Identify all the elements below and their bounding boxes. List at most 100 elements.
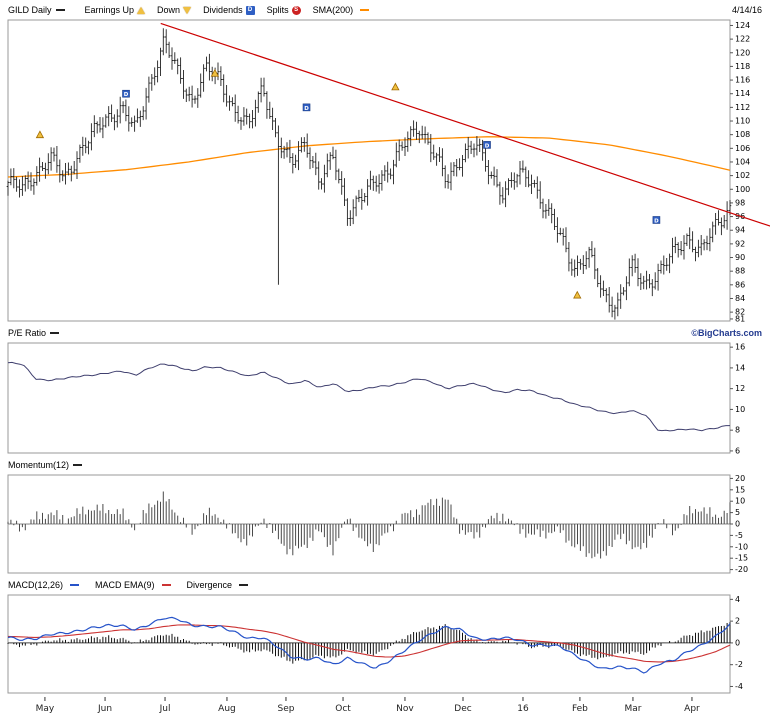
macd-ema-label: MACD EMA(9)	[95, 580, 155, 590]
macd-panel-svg: 4 2 0 -2 -4	[7, 594, 743, 694]
pe-label-row: P/E Ratio ©BigCharts.com	[0, 325, 770, 341]
momentum-bars	[7, 491, 731, 559]
macd-line-icon	[70, 583, 80, 586]
macd-line	[7, 616, 731, 674]
svg-text:118: 118	[735, 62, 750, 71]
dividend-marker-icon	[483, 141, 491, 149]
svg-text:120: 120	[735, 48, 750, 57]
sma-line-icon	[360, 8, 370, 11]
svg-text:0: 0	[735, 520, 740, 529]
x-axis-months: May Jun Jul Aug Sep Oct Nov Dec 16 Feb Mar Apr	[36, 697, 700, 714]
price-plot: 124 122 120 118 116 114 112 110 108 106 104 102 100 9…	[6, 19, 770, 323]
svg-text:8: 8	[735, 426, 740, 435]
svg-text:98: 98	[735, 198, 745, 207]
svg-text:Feb: Feb	[572, 704, 588, 714]
svg-text:Mar: Mar	[624, 704, 641, 714]
svg-text:124: 124	[735, 21, 750, 30]
pe-panel-label: P/E Ratio	[8, 328, 47, 338]
svg-text:D: D	[654, 218, 659, 224]
momentum-panel-label: Momentum(12)	[8, 460, 70, 470]
svg-text:4: 4	[735, 595, 740, 604]
momentum-plot: 20 15 10 5 0 -5 -10 -15 -20	[7, 474, 748, 574]
svg-text:5: 5	[735, 508, 740, 517]
dividend-icon: D	[245, 5, 255, 15]
legend-earnings-up: Earnings Up	[85, 5, 146, 15]
pe-ratio-line	[7, 361, 730, 432]
svg-text:116: 116	[735, 76, 750, 85]
macd-plot: 4 2 0 -2 -4	[7, 594, 743, 694]
svg-text:92: 92	[735, 239, 745, 248]
legend-sma-label: SMA(200)	[312, 5, 354, 15]
x-axis-svg: May Jun Jul Aug Sep Oct Nov Dec 16 Feb Mar Apr	[36, 697, 700, 714]
svg-text:Nov: Nov	[396, 704, 414, 714]
svg-text:-5: -5	[735, 531, 743, 540]
svg-text:D: D	[485, 143, 490, 149]
svg-text:90: 90	[735, 253, 745, 262]
svg-text:110: 110	[735, 117, 750, 126]
svg-text:112: 112	[735, 103, 750, 112]
svg-text:20: 20	[735, 474, 745, 483]
svg-text:-20: -20	[735, 565, 748, 574]
macd-ema-icon	[161, 583, 171, 586]
svg-text:82: 82	[735, 308, 745, 317]
earnings-marker-icon	[573, 290, 582, 299]
price-bars	[6, 28, 732, 320]
momentum-label-row: Momentum(12)	[0, 457, 770, 473]
split-icon: S	[291, 5, 301, 15]
svg-text:-10: -10	[735, 542, 748, 551]
svg-text:100: 100	[735, 185, 750, 194]
macd-line-label: MACD(12,26)	[8, 580, 64, 590]
bigcharts-watermark: ©BigCharts.com	[691, 328, 762, 338]
svg-text:D: D	[124, 92, 129, 98]
svg-text:2: 2	[735, 617, 740, 626]
momentum-bar-icon	[73, 463, 83, 466]
momentum-panel-svg: 20 15 10 5 0 -5 -10 -15 -20	[7, 474, 748, 574]
svg-text:12: 12	[735, 384, 745, 393]
earnings-marker-icon	[35, 130, 45, 139]
svg-text:-4: -4	[735, 682, 743, 691]
sma200-line	[7, 136, 731, 178]
svg-text:-2: -2	[735, 660, 743, 669]
chart-header: GILD Daily Earnings Up Down Dividends D …	[0, 0, 770, 18]
legend-splits-label: Splits	[266, 5, 289, 15]
macd-legend-line: MACD(12,26)	[8, 580, 83, 590]
svg-text:10: 10	[735, 405, 745, 414]
downtrend-line	[160, 22, 770, 227]
earnings-marker-icon	[391, 82, 400, 91]
svg-text:14: 14	[735, 363, 745, 372]
svg-text:81: 81	[735, 314, 745, 323]
dividend-marker-icon	[652, 216, 661, 224]
macd-legend-divergence: Divergence	[187, 580, 253, 590]
chart-date: 4/14/16	[731, 5, 762, 15]
svg-text:Dec: Dec	[454, 704, 471, 714]
pe-line-icon	[50, 331, 60, 334]
macd-divergence-label: Divergence	[186, 580, 233, 590]
legend-dividends-label: Dividends	[203, 5, 243, 15]
legend-dividends: Dividends D	[203, 5, 255, 15]
legend-sma: SMA(200)	[313, 5, 374, 15]
earnings-up-icon	[137, 6, 146, 14]
header-legend: Earnings Up Down Dividends D Splits S SM…	[85, 5, 374, 15]
svg-text:104: 104	[735, 157, 750, 166]
svg-text:6: 6	[735, 446, 740, 455]
symbol-label: GILD Daily	[8, 5, 52, 15]
svg-text:114: 114	[735, 89, 750, 98]
svg-text:Sep: Sep	[277, 704, 294, 714]
divergence-bars	[7, 622, 731, 664]
earnings-marker-icon	[210, 68, 220, 77]
svg-text:86: 86	[735, 280, 745, 289]
svg-text:84: 84	[735, 294, 745, 303]
svg-text:106: 106	[735, 144, 750, 153]
svg-text:94: 94	[735, 226, 745, 235]
svg-text:88: 88	[735, 267, 745, 276]
svg-text:16: 16	[517, 704, 529, 714]
dividend-marker-icon	[302, 103, 311, 112]
svg-text:D: D	[304, 106, 309, 112]
legend-splits: Splits S	[267, 5, 301, 15]
svg-text:16: 16	[735, 343, 745, 352]
macd-ema-line	[7, 624, 731, 663]
svg-text:10: 10	[735, 497, 745, 506]
pe-plot: 16 14 12 10 8 6	[7, 342, 745, 455]
legend-earnings-down: Down	[157, 5, 192, 15]
